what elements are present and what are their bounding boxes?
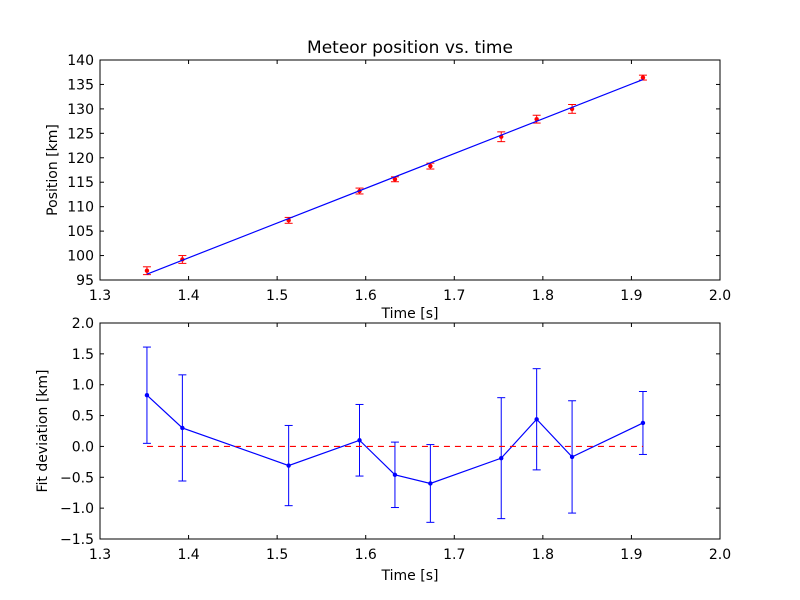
- bottom-chart-xtick-label: 1.4: [177, 547, 199, 563]
- bottom-chart-xtick-label: 1.3: [89, 547, 111, 563]
- bottom-chart-ytick-label: 1.5: [72, 347, 94, 363]
- bottom-chart-point: [357, 438, 362, 443]
- top-chart-frame: [99, 59, 721, 281]
- top-chart-point: [640, 75, 646, 80]
- top-chart: Meteor position vs. time 1.3 1.4 1.5 1.6 1.7…: [45, 38, 731, 322]
- bottom-chart-ylabel: Fit deviation [km]: [35, 369, 51, 492]
- top-chart-title: Meteor position vs. time: [307, 38, 513, 58]
- top-chart-point: [144, 268, 150, 273]
- top-chart-xtick-label: 1.8: [532, 288, 554, 304]
- top-chart-point: [428, 163, 433, 169]
- bottom-chart-ytick-label: −0.5: [60, 470, 94, 486]
- bottom-chart-point: [392, 472, 398, 478]
- bottom-chart-xlabel: Time [s]: [381, 568, 439, 584]
- top-chart-point: [392, 177, 398, 182]
- top-chart-ytick-label: 135: [67, 77, 94, 93]
- bottom-chart: 1.3 1.4 1.5 1.6 1.7 1.8 1.9 2.0 −1.5 −1.0 −0.5 0.0 0…: [35, 316, 731, 584]
- top-chart-xtick-label: 1.5: [266, 288, 288, 304]
- top-chart-ytick-label: 140: [67, 53, 94, 69]
- top-chart-ytick-label: 100: [67, 249, 94, 265]
- bottom-chart-frame: [99, 322, 721, 540]
- bottom-chart-point: [569, 454, 575, 460]
- top-chart-ticks: 1.3 1.4 1.5 1.6 1.7 1.8 1.9 2.0 95 100 105 110 115 12…: [67, 53, 731, 304]
- top-chart-ytick-label: 115: [67, 175, 94, 191]
- bottom-chart-ytick-label: −1.0: [60, 501, 94, 517]
- top-chart-ytick-label: 105: [67, 224, 94, 240]
- bottom-chart-ytick-label: 0.0: [72, 439, 94, 455]
- bottom-chart-point: [534, 417, 539, 422]
- bottom-chart-ytick-label: 1.0: [72, 378, 94, 394]
- top-chart-ytick-label: 125: [67, 126, 94, 142]
- top-chart-fit-line: [146, 78, 644, 275]
- top-chart-xtick-label: 1.9: [620, 288, 642, 304]
- bottom-chart-xtick-label: 1.8: [532, 547, 554, 563]
- bottom-chart-point: [499, 455, 504, 461]
- bottom-chart-ticks: 1.3 1.4 1.5 1.6 1.7 1.8 1.9 2.0 −1.5 −1.0 −0.5 0.0 0…: [60, 316, 731, 563]
- bottom-chart-ytick-label: 2.0: [72, 316, 94, 332]
- bottom-chart-xtick-label: 1.5: [266, 547, 288, 563]
- bottom-chart-xtick-label: 1.6: [355, 547, 377, 563]
- top-chart-xlabel: Time [s]: [381, 306, 439, 322]
- bottom-chart-point: [428, 481, 433, 486]
- bottom-chart-point: [144, 393, 150, 398]
- top-chart-xtick-label: 1.7: [443, 288, 465, 304]
- top-chart-marks: [142, 74, 647, 276]
- bottom-chart-point: [640, 420, 646, 426]
- bottom-chart-xtick-label: 1.7: [443, 547, 465, 563]
- top-chart-xtick-label: 1.4: [177, 288, 199, 304]
- top-chart-ytick-label: 95: [76, 273, 94, 289]
- bottom-chart-ytick-label: 0.5: [72, 409, 94, 425]
- bottom-chart-marks: [142, 346, 647, 523]
- top-chart-ytick-label: 120: [67, 151, 94, 167]
- bottom-chart-point: [180, 425, 185, 431]
- top-chart-xtick-label: 2.0: [709, 288, 731, 304]
- bottom-chart-point: [286, 463, 291, 468]
- top-chart-xtick-label: 1.3: [89, 288, 111, 304]
- bottom-chart-xtick-label: 2.0: [709, 547, 731, 563]
- top-chart-ytick-label: 130: [67, 102, 94, 118]
- top-chart-xtick-label: 1.6: [355, 288, 377, 304]
- top-chart-ylabel: Position [km]: [45, 124, 61, 216]
- bottom-chart-ytick-label: −1.5: [60, 532, 94, 548]
- top-chart-ytick-label: 110: [67, 200, 94, 216]
- bottom-chart-xtick-label: 1.9: [620, 547, 642, 563]
